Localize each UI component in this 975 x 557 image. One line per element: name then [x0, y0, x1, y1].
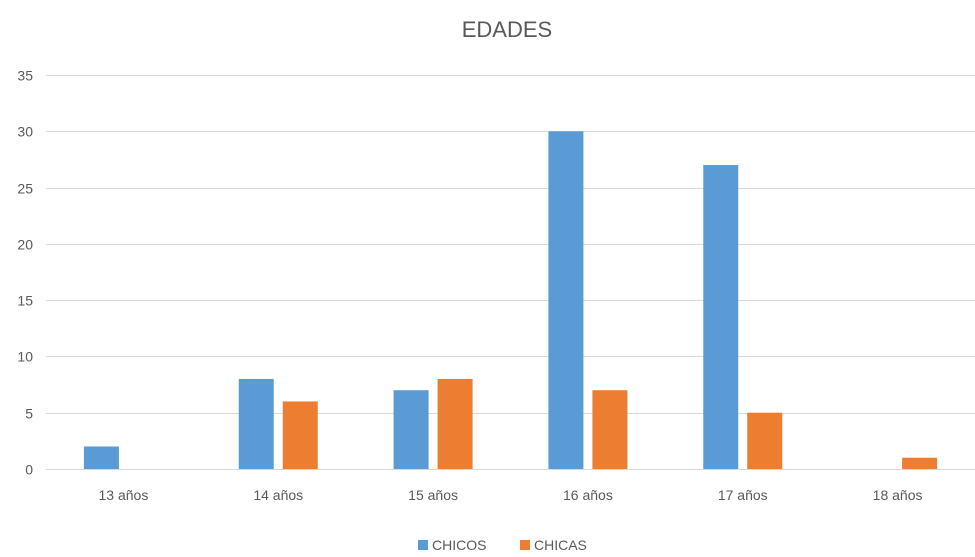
- y-tick-label: 25: [17, 181, 33, 197]
- bar-chicos-4: [703, 165, 739, 470]
- x-tick-label: 14 años: [253, 487, 303, 503]
- legend-label-chicas: CHICAS: [534, 537, 587, 553]
- bar-chicas-5: [902, 457, 938, 469]
- x-tick-label: 13 años: [99, 487, 149, 503]
- gridlines: [46, 75, 975, 470]
- chart-title: EDADES: [462, 17, 552, 42]
- legend-label-chicos: CHICOS: [432, 537, 486, 553]
- y-tick-label: 20: [17, 237, 33, 253]
- bar-chicas-2: [437, 378, 473, 469]
- x-tick-label: 18 años: [873, 487, 923, 503]
- x-tick-label: 17 años: [718, 487, 768, 503]
- legend: CHICOS CHICAS: [418, 537, 587, 553]
- y-axis-tick-labels: 0 5 10 15 20 25 30 35: [17, 68, 33, 478]
- legend-swatch-chicos: [418, 540, 428, 550]
- bars: [83, 131, 938, 470]
- bar-chicos-1: [238, 378, 274, 469]
- x-axis-tick-labels: 13 años 14 años 15 años 16 años 17 años 18 añ…: [99, 487, 923, 503]
- y-tick-label: 30: [17, 124, 33, 140]
- bar-chicos-2: [393, 390, 429, 469]
- bar-chicas-1: [282, 401, 318, 469]
- bar-chicas-3: [592, 390, 628, 469]
- bar-chicas-4: [747, 412, 783, 469]
- bar-chicos-0: [83, 446, 119, 469]
- bar-chicos-3: [548, 131, 584, 470]
- y-tick-label: 5: [25, 406, 33, 422]
- y-tick-label: 35: [17, 68, 33, 84]
- y-tick-label: 0: [25, 462, 33, 478]
- legend-swatch-chicas: [520, 540, 530, 550]
- x-tick-label: 16 años: [563, 487, 613, 503]
- y-tick-label: 10: [17, 349, 33, 365]
- y-tick-label: 15: [17, 293, 33, 309]
- x-tick-label: 15 años: [408, 487, 458, 503]
